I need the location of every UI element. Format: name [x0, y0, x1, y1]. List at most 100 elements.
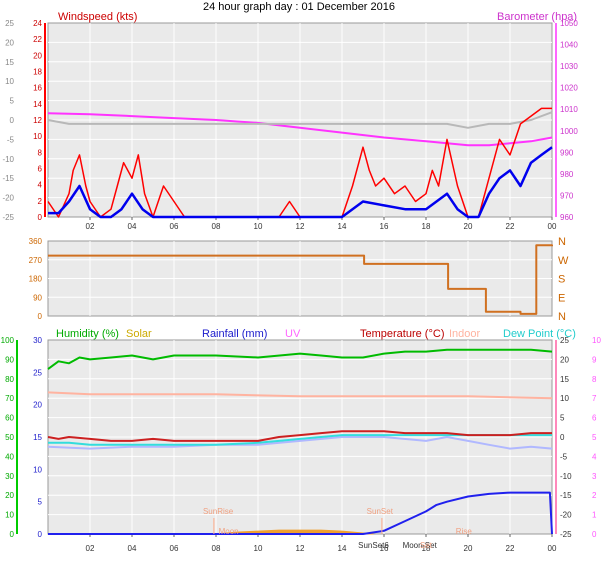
annotation-label: Moon Set: [403, 541, 438, 550]
rainfall-tick: 5: [38, 498, 43, 507]
indoor-label: Indoor: [449, 328, 481, 340]
rainfall-tick: 30: [33, 336, 42, 345]
x-tick-label: 20: [464, 544, 473, 553]
annotation-label: Moon: [219, 527, 239, 536]
windspeed-tick: 4: [38, 181, 43, 190]
humidity-tick: 10: [5, 511, 14, 520]
x-tick-label: 22: [506, 222, 515, 231]
temperature-tick: -10: [560, 472, 572, 481]
humidity-tick: 90: [5, 355, 14, 364]
barometer-tick: 960: [560, 213, 574, 222]
temperature-tick: 10: [560, 394, 569, 403]
temperature-tick: -20: [560, 511, 572, 520]
windspeed-tick: 12: [33, 116, 42, 125]
compass-tick: N: [558, 236, 566, 248]
windspeed-tick: 18: [33, 68, 42, 77]
wind-direction-line: [48, 244, 553, 315]
uv-tick: 8: [592, 375, 597, 384]
temperature-tick: 15: [560, 375, 569, 384]
x-tick-label: 08: [212, 222, 221, 231]
windspeed-label: Windspeed (kts): [58, 11, 137, 23]
windspeed-tick: 2: [38, 197, 43, 206]
left-outer-tick: 20: [5, 38, 14, 47]
humidity-tick: 60: [5, 414, 14, 423]
compass-tick: W: [558, 255, 569, 267]
uv-label: UV: [285, 328, 301, 340]
x-tick-label: 04: [128, 544, 137, 553]
dewpoint-label: Dew Point (°C): [503, 328, 576, 340]
uv-tick: 0: [592, 530, 597, 539]
barometer-line: [47, 112, 553, 147]
x-tick-label: 14: [338, 544, 347, 553]
left-outer-tick: 25: [5, 19, 14, 28]
left-outer-tick: -10: [2, 155, 14, 164]
x-tick-label: 20: [464, 222, 473, 231]
direction-tick: 270: [29, 256, 43, 265]
uv-tick: 10: [592, 336, 601, 345]
x-tick-label: 06: [170, 544, 179, 553]
barometer-tick: 980: [560, 170, 574, 179]
barometer-tick: 970: [560, 191, 574, 200]
left-outer-tick: 15: [5, 58, 14, 67]
left-outer-tick: 5: [10, 97, 15, 106]
chart-title: 24 hour graph day : 01 December 2016: [203, 1, 395, 13]
windspeed-tick: 20: [33, 51, 42, 60]
temperature-tick: -5: [560, 452, 568, 461]
x-tick-label: 00: [548, 544, 557, 553]
temperature-tick: -15: [560, 491, 572, 500]
rainfall-tick: 0: [38, 530, 43, 539]
temperature-tick: 0: [560, 433, 565, 442]
direction-tick: 0: [38, 312, 43, 321]
left-outer-tick: -25: [2, 213, 14, 222]
barometer-label: Barometer (hpa): [497, 11, 577, 23]
uv-tick: 6: [592, 414, 597, 423]
rainfall-line: [48, 491, 553, 535]
windspeed-tick: 6: [38, 165, 43, 174]
rainfall-tick: 20: [33, 401, 42, 410]
windspeed-tick: 8: [38, 148, 43, 157]
uv-tick: 1: [592, 511, 597, 520]
left-outer-tick: 10: [5, 77, 14, 86]
x-tick-label: 08: [212, 544, 221, 553]
windspeed-tick: 16: [33, 84, 42, 93]
rainfall-tick: 15: [33, 433, 42, 442]
temperature-label: Temperature (°C): [360, 328, 444, 340]
temperature-tick: -25: [560, 530, 572, 539]
temperature-tick: 25: [560, 336, 569, 345]
uv-tick: 2: [592, 491, 597, 500]
annotation-label: SunRise: [203, 507, 234, 516]
barometer-tick: 1030: [560, 62, 578, 71]
x-tick-label: 18: [422, 222, 431, 231]
humidity-tick: 100: [1, 336, 15, 345]
x-tick-label: 16: [380, 222, 389, 231]
humidity-tick: 50: [5, 433, 14, 442]
x-tick-label: 18: [422, 544, 431, 553]
humidity-line: [47, 348, 553, 370]
solar-label: Solar: [126, 328, 152, 340]
temperature-tick: 20: [560, 355, 569, 364]
x-tick-label: 02: [86, 544, 95, 553]
x-tick-label: 02: [86, 222, 95, 231]
uv-tick: 9: [592, 355, 597, 364]
left-outer-tick: -5: [7, 135, 15, 144]
humidity-tick: 20: [5, 491, 14, 500]
humidity-tick: 80: [5, 375, 14, 384]
temperature-line: [47, 430, 552, 442]
compass-tick: S: [558, 274, 565, 286]
humidity-tick: 40: [5, 452, 14, 461]
barometer-tick: 1000: [560, 127, 578, 136]
left-outer-tick: 0: [10, 116, 15, 125]
barometer-tick: 1050: [560, 19, 578, 28]
annotation-label: SunSet: [367, 507, 394, 516]
indoor-line: [47, 391, 553, 400]
humidity-tick: 70: [5, 394, 14, 403]
temperature-tick: 5: [560, 414, 565, 423]
compass-tick: E: [558, 292, 565, 304]
gray-series-line: [47, 111, 553, 129]
rainfall-tick: 10: [33, 465, 42, 474]
humidity-tick: 30: [5, 472, 14, 481]
rainfall-label: Rainfall (mm): [202, 328, 267, 340]
x-tick-label: 06: [170, 222, 179, 231]
